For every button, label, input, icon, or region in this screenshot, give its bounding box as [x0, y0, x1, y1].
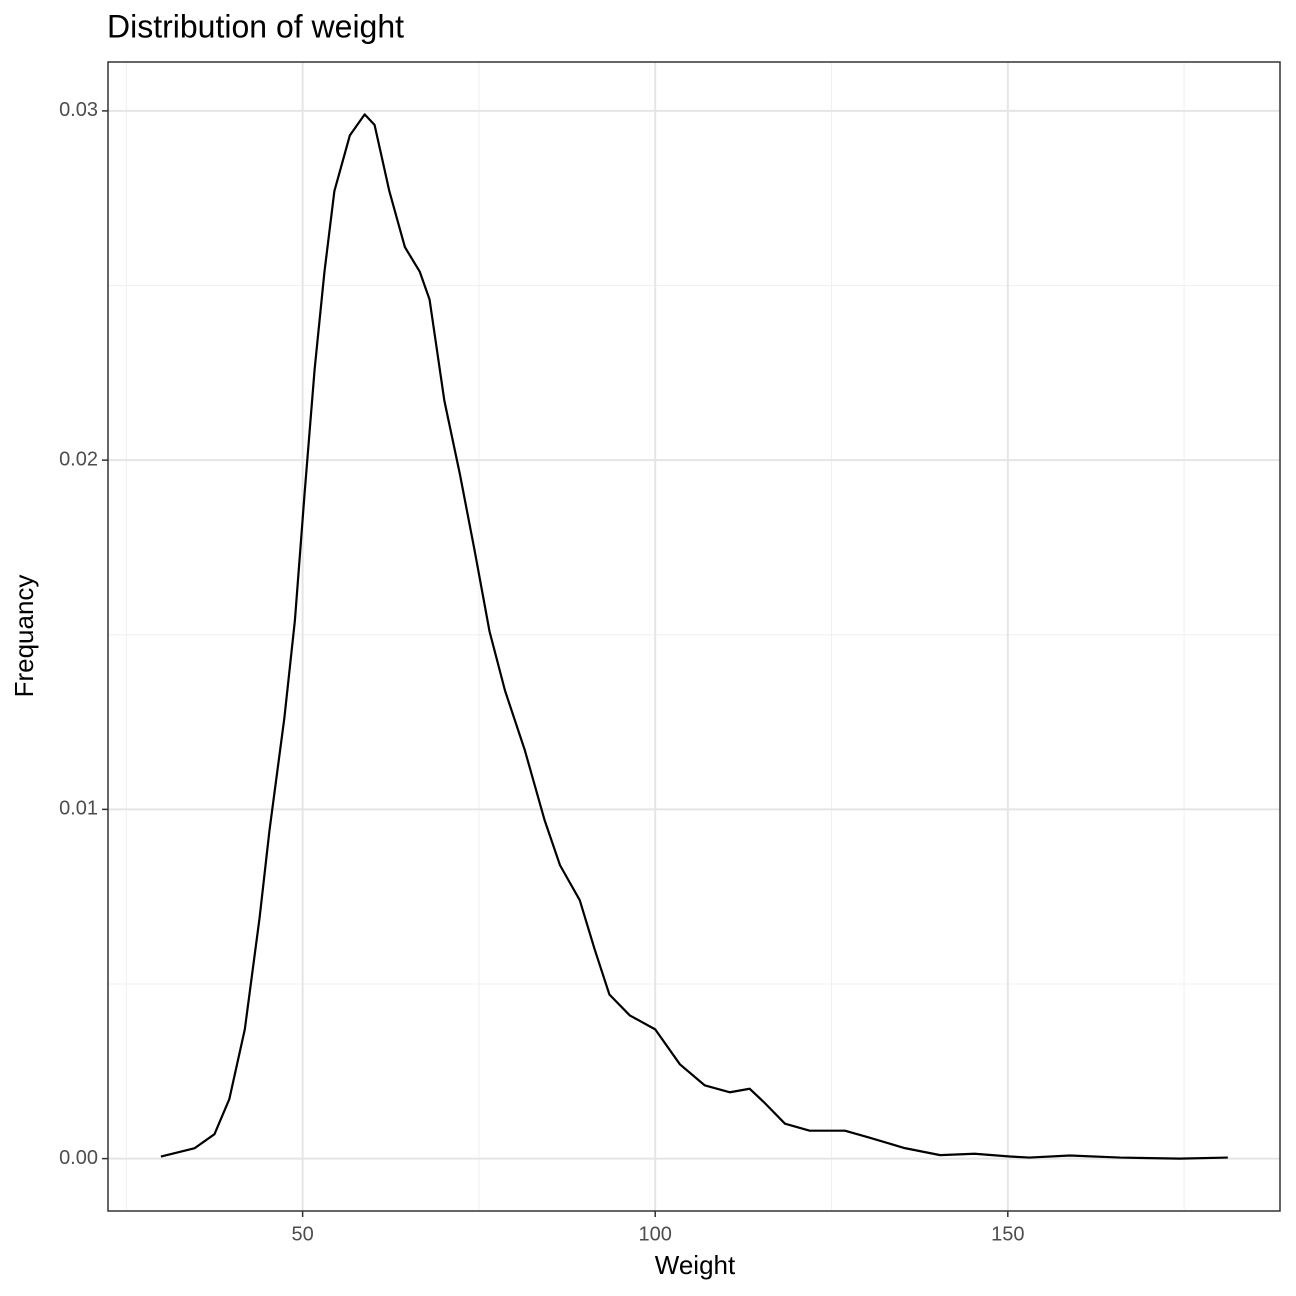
panel-border [107, 61, 1281, 1212]
density-line [160, 113, 1228, 1160]
y-tick-label: 0.02 [59, 448, 98, 470]
y-tick-label: 0.00 [59, 1147, 98, 1169]
x-tick-label: 100 [639, 1223, 672, 1245]
y-tick-label: 0.03 [59, 99, 98, 121]
x-axis-title: Weight [655, 1250, 736, 1280]
y-tick-label: 0.01 [59, 798, 98, 820]
chart-title: Distribution of weight [107, 8, 404, 44]
y-axis-title: Frequancy [9, 575, 39, 698]
x-tick-label: 150 [991, 1223, 1024, 1245]
x-tick-label: 50 [292, 1223, 314, 1245]
